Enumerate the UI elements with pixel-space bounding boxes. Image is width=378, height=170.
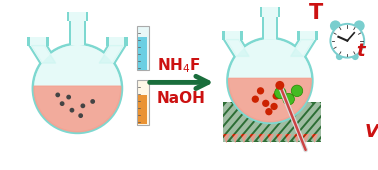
Bar — [222, 31, 243, 40]
Bar — [109, 37, 124, 46]
Circle shape — [252, 96, 259, 103]
Polygon shape — [99, 46, 123, 63]
Bar — [137, 80, 149, 125]
Polygon shape — [249, 134, 256, 143]
Polygon shape — [226, 40, 249, 56]
Circle shape — [229, 39, 311, 122]
Bar — [138, 37, 147, 70]
Bar — [262, 7, 278, 17]
Bar — [67, 12, 88, 21]
Circle shape — [283, 94, 294, 105]
Circle shape — [274, 87, 286, 99]
Text: t: t — [356, 42, 364, 60]
Circle shape — [273, 92, 280, 100]
Bar — [225, 31, 240, 40]
Bar — [260, 7, 280, 17]
Bar — [262, 7, 278, 17]
Bar — [300, 31, 315, 40]
Bar — [225, 31, 240, 40]
Circle shape — [31, 42, 123, 134]
Bar — [223, 102, 321, 142]
Polygon shape — [34, 86, 121, 132]
Bar — [27, 37, 49, 46]
Bar — [223, 102, 321, 142]
Circle shape — [226, 37, 314, 124]
Circle shape — [336, 53, 343, 60]
Circle shape — [265, 108, 273, 115]
Bar — [69, 21, 86, 46]
Polygon shape — [232, 134, 239, 143]
Circle shape — [78, 113, 83, 118]
Polygon shape — [223, 134, 230, 143]
Circle shape — [270, 103, 278, 110]
Polygon shape — [293, 134, 301, 143]
Polygon shape — [31, 46, 56, 63]
Polygon shape — [258, 134, 265, 143]
Bar — [69, 12, 86, 21]
Polygon shape — [302, 134, 309, 143]
Polygon shape — [267, 134, 274, 143]
Circle shape — [81, 103, 85, 108]
Polygon shape — [97, 46, 126, 63]
Circle shape — [291, 85, 303, 97]
Polygon shape — [29, 46, 58, 63]
Polygon shape — [224, 40, 252, 56]
Circle shape — [60, 101, 65, 106]
Polygon shape — [285, 134, 291, 143]
Bar — [31, 37, 46, 46]
Bar — [297, 31, 318, 40]
Bar — [69, 12, 86, 21]
Bar — [71, 21, 84, 46]
Circle shape — [330, 23, 365, 59]
Bar — [137, 26, 149, 71]
Polygon shape — [229, 78, 311, 122]
Text: NH$_4$F: NH$_4$F — [157, 56, 200, 75]
Bar — [109, 37, 124, 46]
Polygon shape — [31, 46, 56, 63]
Text: V: V — [364, 123, 378, 141]
Polygon shape — [288, 40, 316, 56]
Text: NaOH: NaOH — [157, 91, 206, 106]
Circle shape — [229, 39, 311, 122]
Bar — [105, 37, 128, 46]
Bar — [262, 17, 278, 40]
Bar — [300, 31, 315, 40]
Text: T: T — [308, 3, 323, 23]
Circle shape — [34, 45, 121, 132]
Polygon shape — [311, 134, 318, 143]
Polygon shape — [291, 40, 314, 56]
Circle shape — [90, 99, 95, 104]
Bar — [263, 17, 276, 40]
Circle shape — [330, 20, 341, 31]
Polygon shape — [99, 46, 123, 63]
Circle shape — [354, 20, 365, 31]
Bar — [31, 37, 46, 46]
Bar — [263, 17, 276, 40]
Circle shape — [332, 25, 363, 57]
Polygon shape — [291, 40, 314, 56]
Circle shape — [352, 53, 359, 60]
Circle shape — [262, 100, 270, 107]
Circle shape — [34, 45, 121, 132]
Circle shape — [257, 87, 264, 95]
Bar — [138, 95, 147, 124]
Circle shape — [55, 92, 60, 97]
Polygon shape — [240, 134, 247, 143]
Polygon shape — [276, 134, 283, 143]
Bar — [71, 21, 84, 46]
Circle shape — [66, 95, 71, 99]
Circle shape — [275, 81, 284, 90]
Circle shape — [70, 108, 74, 113]
Polygon shape — [226, 40, 249, 56]
